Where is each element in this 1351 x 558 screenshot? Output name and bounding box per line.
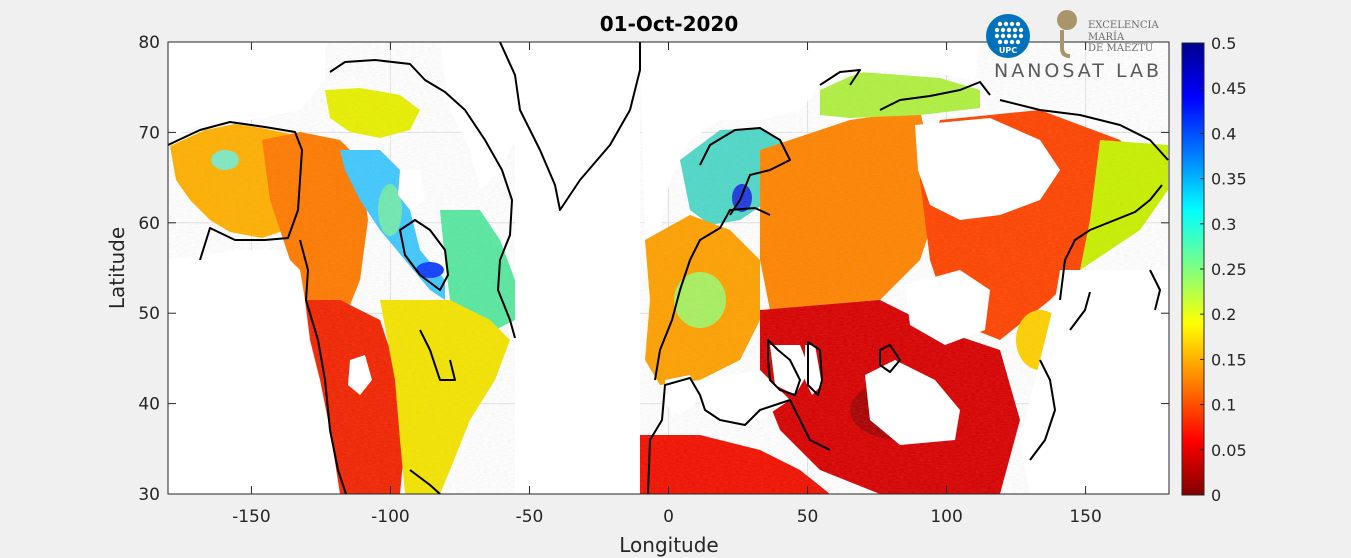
- x-axis-ticks: -150 -100 -50 0 50 100 150: [232, 42, 1102, 527]
- colorbar-ticks: 0 0.05 0.1 0.15 0.2 0.25 0.3 0.35 0.4 0.45 0.5: [1200, 34, 1247, 505]
- y-tick-label: 60: [138, 214, 160, 234]
- x-tick-label: 100: [930, 507, 962, 527]
- coastlines: [168, 42, 1169, 494]
- y-tick-label: 30: [138, 485, 160, 505]
- excelencia-line2: MARÍA: [1088, 31, 1125, 43]
- colorbar-tick-label: 0: [1211, 486, 1221, 505]
- y-tick-label: 70: [138, 123, 160, 143]
- y-tick-label: 50: [138, 304, 160, 324]
- x-tick-label: -50: [516, 507, 544, 527]
- colorbar: 0 0.05 0.1 0.15 0.2 0.25 0.3 0.35 0.4 0.45 0.5: [1181, 34, 1247, 505]
- colorbar-tick-label: 0.05: [1211, 441, 1247, 460]
- colorbar-tick-label: 0.35: [1211, 170, 1247, 189]
- x-tick-label: -100: [371, 507, 410, 527]
- colorbar-tick-label: 0.5: [1211, 34, 1236, 53]
- x-axis-label: Longitude: [619, 533, 718, 557]
- colorbar-tick-label: 0.3: [1211, 215, 1236, 234]
- colorbar-tick-label: 0.25: [1211, 260, 1247, 279]
- colorbar-tick-label: 0.4: [1211, 124, 1236, 143]
- maeztu-logo: EXCELENCIA MARÍA DE MAEZTU: [1057, 10, 1159, 58]
- no-data-areas: [348, 118, 1060, 445]
- x-tick-label: 150: [1069, 507, 1101, 527]
- upc-logo: UPC: [986, 14, 1030, 58]
- x-tick-label: 0: [663, 507, 674, 527]
- y-axis-ticks: 30 40 50 60 70 80: [138, 33, 1169, 505]
- colorbar-tick-label: 0.15: [1211, 350, 1247, 369]
- x-tick-label: 50: [797, 507, 819, 527]
- x-tick-label: -150: [232, 507, 271, 527]
- excelencia-line1: EXCELENCIA: [1088, 20, 1159, 31]
- colorbar-tick-label: 0.2: [1211, 305, 1236, 324]
- colorbar-tick-label: 0.45: [1211, 79, 1247, 98]
- plot-area: -150 -100 -50 0 50 100 150 30 40 50 60 70 80: [138, 33, 1170, 527]
- nanosat-lab-logo: NANOSAT LAB: [994, 60, 1162, 82]
- y-tick-label: 80: [138, 33, 160, 53]
- excelencia-line3: DE MAEZTU: [1088, 43, 1153, 54]
- ocean-masks: [168, 42, 1169, 494]
- colorbar-tick-label: 0.1: [1211, 396, 1236, 415]
- y-axis-label: Latitude: [105, 227, 129, 309]
- upc-logo-text: UPC: [999, 46, 1017, 55]
- chart-title: 01-Oct-2020: [600, 12, 739, 36]
- y-tick-label: 40: [138, 395, 160, 415]
